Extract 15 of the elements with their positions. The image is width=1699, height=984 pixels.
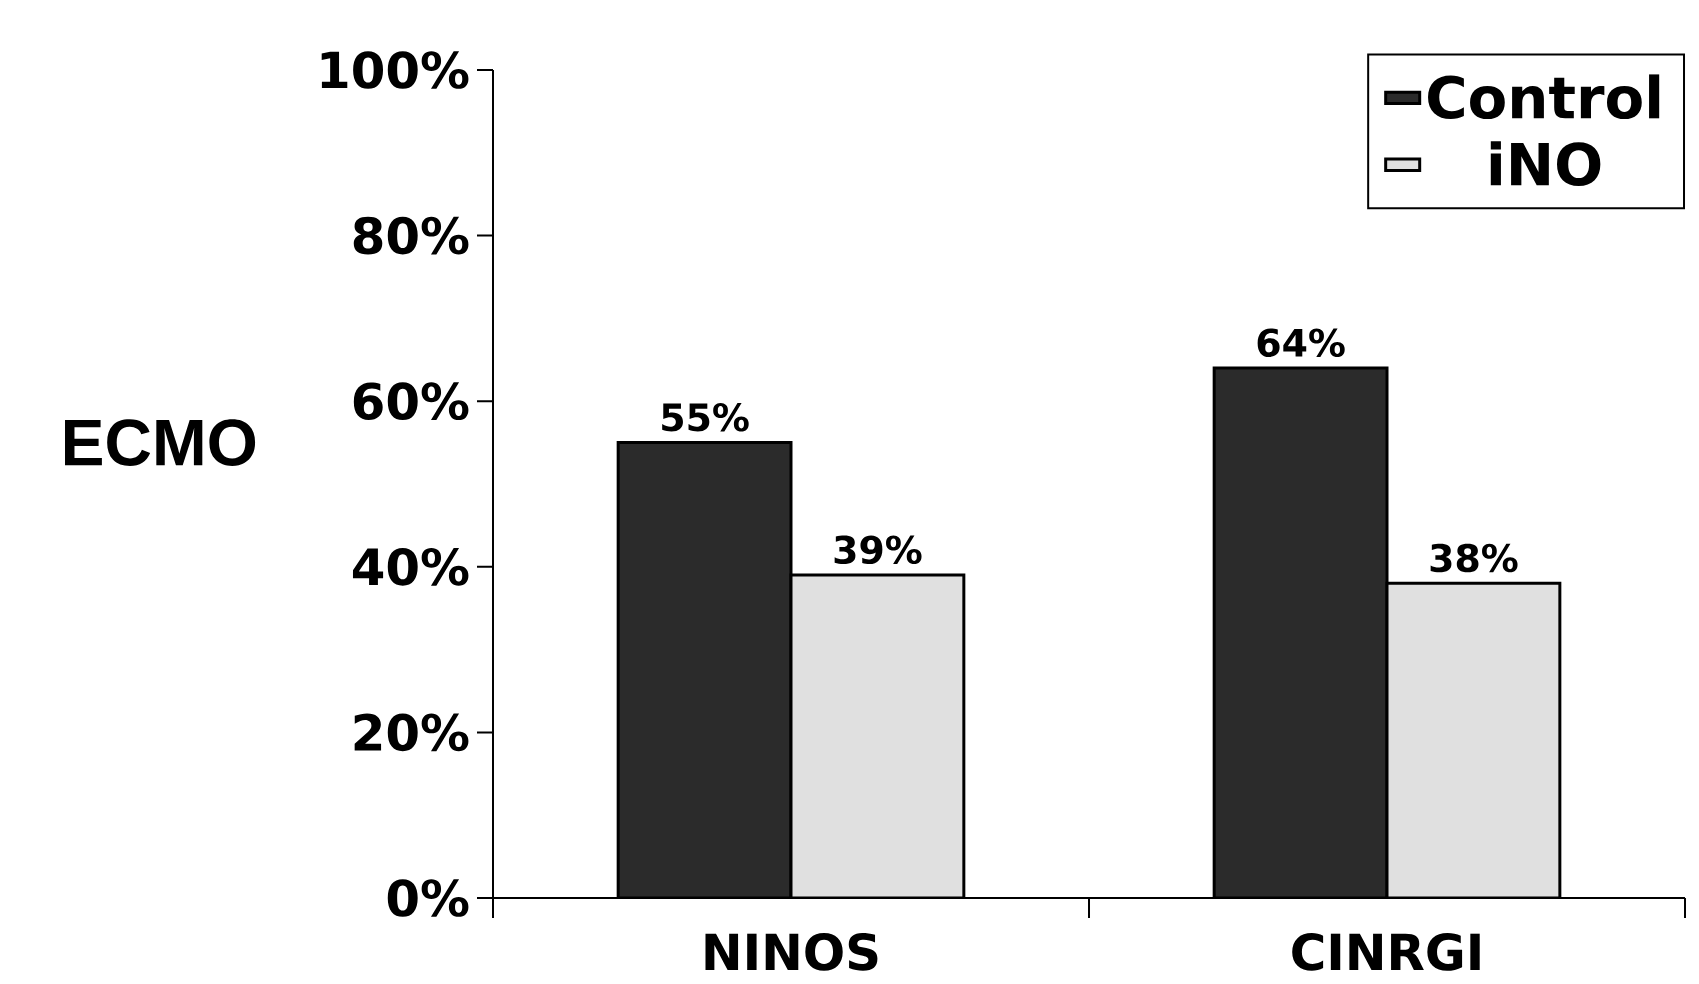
y-tick-label: 100%	[321, 51, 469, 89]
x-tick-label: CINRGI	[1292, 933, 1480, 971]
y-tick-label: 60%	[353, 382, 469, 421]
y-tick-label: 0%	[387, 879, 469, 917]
y-axis-title: ECMO	[65, 419, 256, 466]
x-tick-label: NINOS	[705, 933, 878, 971]
legend-label: Control	[1428, 74, 1660, 120]
y-tick-label: 80%	[353, 216, 469, 255]
data-label: 55%	[662, 402, 749, 432]
y-tick-label: 20%	[354, 713, 469, 752]
y-tick-label: 40%	[352, 547, 469, 586]
data-label: 39%	[834, 535, 922, 565]
data-label: 38%	[1430, 543, 1518, 573]
data-label: 64%	[1257, 328, 1345, 358]
legend-label: iNO	[1490, 141, 1601, 186]
